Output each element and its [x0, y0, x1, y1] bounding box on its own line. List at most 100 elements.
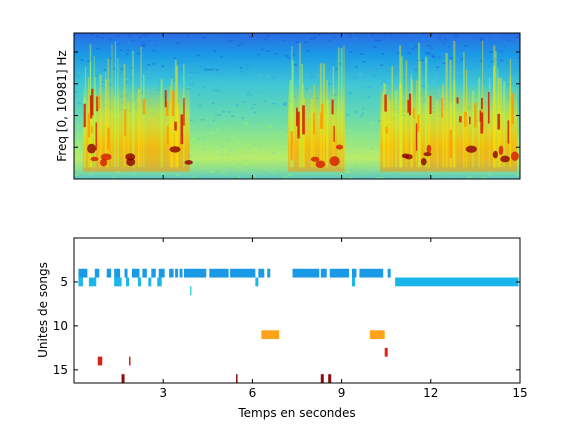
spectrogram-pixel — [126, 41, 131, 43]
spectrogram-pixel — [205, 106, 208, 109]
song-unit-segment-4 — [230, 268, 256, 278]
spectrogram-pixel — [396, 52, 400, 54]
song-unit-segment-4 — [131, 268, 140, 278]
spectrogram-pixel — [362, 128, 366, 130]
spectrogram-pixel — [121, 68, 124, 70]
spectrogram-pixel — [296, 35, 299, 38]
spectrogram-pixel — [74, 174, 79, 177]
spectrogram-pixel — [321, 49, 324, 52]
spectrogram-harmonic — [297, 111, 300, 139]
spectrogram-blob — [90, 156, 99, 162]
spectrogram-pixel — [224, 113, 227, 116]
spectrogram-pixel — [283, 104, 288, 106]
spectrogram-pixel — [253, 124, 257, 126]
spectrogram-streak — [127, 101, 129, 168]
spectrogram-pixel — [181, 52, 185, 55]
spectrogram-pixel — [517, 39, 520, 41]
spectrogram-pixel — [350, 168, 354, 170]
spectrogram-pixel — [116, 42, 120, 45]
spectrogram-pixel — [261, 113, 265, 115]
spectrogram-pixel — [442, 62, 446, 65]
spectrogram-streak — [384, 83, 386, 168]
spectrogram-streak — [493, 66, 496, 168]
spectrogram-streak — [140, 46, 142, 168]
spectrogram-pixel — [79, 149, 83, 151]
spectrogram-pixel — [168, 51, 171, 54]
spectrogram-streak — [169, 85, 172, 168]
spectrogram-pixel — [268, 110, 273, 112]
spectrogram-pixel — [292, 43, 296, 46]
spectrogram-streak — [410, 74, 413, 168]
spectrogram-streak — [394, 91, 397, 168]
spectrogram-pixel — [375, 101, 378, 104]
y-tick-label: 10 — [53, 319, 68, 333]
spectrogram-pixel — [381, 53, 385, 55]
spectrogram-pixel — [145, 57, 150, 60]
spectrogram-pixel — [265, 50, 270, 53]
spectrogram-streak — [436, 99, 439, 168]
song-unit-segment-4 — [151, 268, 156, 278]
spectrogram-streak — [337, 47, 340, 168]
spectrogram-streak — [114, 41, 117, 168]
spectrogram-pixel — [220, 153, 224, 156]
spectrogram-pixel — [155, 44, 158, 46]
spectrogram-harmonic — [97, 95, 101, 110]
spectrogram-ticks — [74, 33, 520, 179]
spectrogram-pixel — [189, 155, 193, 157]
spectrogram-harmonic — [91, 88, 94, 116]
spectrogram-pixel — [241, 117, 245, 120]
spectrogram-pixel — [389, 36, 393, 39]
song-unit-segment-5 — [137, 277, 141, 287]
spectrogram-pixel — [442, 82, 445, 84]
spectrogram-streak — [89, 105, 92, 168]
spectrogram-harmonic — [124, 109, 127, 137]
song-unit-segment-5 — [114, 277, 122, 287]
spectrogram-pixel — [209, 131, 214, 134]
spectrogram-pixel — [168, 54, 171, 56]
spectrogram-pixel — [489, 51, 494, 53]
spectrogram-pixel — [370, 43, 373, 46]
spectrogram-pixel — [380, 82, 383, 85]
spectrogram-harmonic — [302, 105, 305, 135]
spectrogram-pixel — [361, 113, 365, 115]
song-unit-segment-16 — [121, 374, 125, 383]
spectrogram-pixel — [492, 58, 497, 61]
spectrogram-pixel — [348, 93, 351, 95]
spectrogram-pixel — [346, 66, 349, 68]
spectrogram-pixel — [126, 54, 130, 57]
spectrogram-pixel — [227, 111, 231, 113]
spectrogram-blob — [426, 144, 432, 154]
spectrogram-streak — [326, 79, 328, 168]
spectrogram-pixel — [190, 139, 194, 141]
spectrogram-pixel — [377, 39, 381, 42]
song-unit-segment-4 — [359, 268, 384, 278]
spectrogram-pixel — [427, 45, 431, 47]
spectrogram-pixel — [328, 83, 331, 85]
spectrogram-pixel — [238, 98, 242, 100]
spectrogram-streak — [94, 77, 96, 168]
spectrogram-pixel — [216, 145, 221, 148]
spectrogram-pixel — [171, 75, 174, 78]
spectrogram-streak — [391, 66, 394, 168]
spectrogram-pixel — [474, 54, 478, 57]
spectrogram-pixel — [405, 46, 408, 48]
spectrogram-pixel — [296, 79, 300, 82]
spectrogram-axes-box — [73, 32, 521, 180]
spectrogram-pixel — [364, 110, 368, 113]
spectrogram-pixel — [158, 81, 162, 84]
spectrogram-pixel — [77, 71, 80, 74]
spectrogram-pixel — [160, 79, 163, 82]
song-unit-segment-4 — [124, 268, 128, 278]
spectrogram-pixel — [115, 70, 119, 72]
spectrogram-pixel — [126, 75, 129, 78]
song-unit-segment-4 — [114, 268, 121, 278]
spectrogram-harmonic — [331, 99, 334, 115]
spectrogram-blob — [465, 145, 477, 153]
spectrogram-pixel — [367, 86, 372, 88]
spectrogram-pixel — [189, 71, 194, 73]
spectrogram-pixel — [152, 63, 155, 65]
spectrogram-pixel — [269, 172, 273, 174]
spectrogram-pixel — [372, 46, 377, 49]
spectrogram-streak — [292, 60, 294, 168]
spectrogram-pixel — [314, 36, 317, 39]
